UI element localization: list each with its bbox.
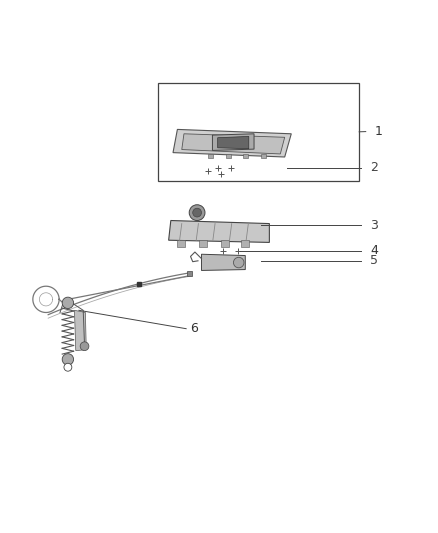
Bar [261,154,266,158]
Polygon shape [201,254,245,270]
Polygon shape [173,130,291,157]
Circle shape [189,205,205,221]
Circle shape [233,257,244,268]
Text: 1: 1 [374,125,382,138]
Bar [187,271,192,276]
Text: 4: 4 [370,244,378,257]
Circle shape [64,364,72,371]
Polygon shape [212,134,254,150]
Bar [226,154,231,158]
Circle shape [62,354,74,365]
Bar [241,240,249,247]
Bar [177,240,185,247]
Circle shape [62,297,74,309]
Text: 5: 5 [370,254,378,268]
Polygon shape [182,134,285,154]
Polygon shape [74,310,86,351]
Bar [158,83,359,181]
Bar [243,154,248,158]
Polygon shape [169,221,269,243]
Bar [208,154,213,158]
Text: 6: 6 [191,322,198,335]
Bar [221,240,229,247]
Bar [199,240,207,247]
Polygon shape [218,136,249,149]
Circle shape [80,342,89,351]
Circle shape [193,208,201,217]
Text: 2: 2 [370,161,378,174]
Text: 3: 3 [370,219,378,232]
